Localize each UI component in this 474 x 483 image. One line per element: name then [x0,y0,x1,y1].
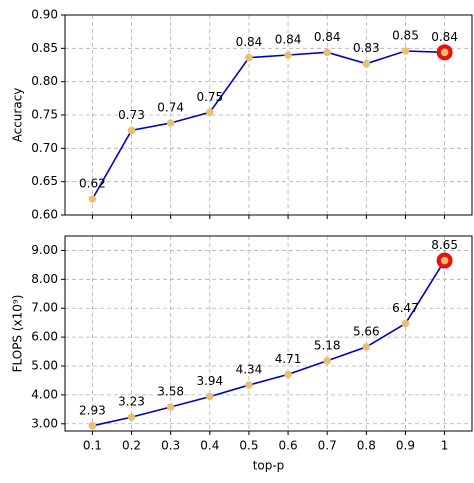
y-axis-label: FLOPS (x10⁹) [11,295,25,373]
x-tick-label: 0.5 [239,439,258,453]
value-label: 0.75 [196,90,223,104]
y-tick-label: 5.00 [31,359,58,373]
point [401,47,410,55]
value-label: 0.84 [431,30,458,44]
value-label: 3.94 [196,374,223,388]
value-label: 0.84 [314,30,341,44]
y-tick-label: 7.00 [31,301,58,315]
y-tick-label: 0.70 [31,141,58,155]
y-tick-label: 3.00 [31,416,58,430]
point [284,370,292,379]
point [88,195,97,203]
value-label: 0.62 [79,177,106,191]
value-label: 5.66 [353,324,380,338]
y-tick-label: 8.00 [31,272,58,286]
y-tick-label: 4.00 [31,387,58,401]
x-tick-label: 0.3 [161,439,180,453]
x-tick-label: 0.4 [200,439,219,453]
value-label: 6.47 [392,301,419,315]
series-line [92,260,446,427]
x-tick-label: 0.2 [122,439,141,453]
point [245,53,253,62]
point [323,48,332,57]
value-label: 8.65 [431,238,458,252]
y-tick-label: 0.65 [31,174,58,188]
value-label: 3.58 [157,385,184,399]
value-label: 0.74 [157,101,184,115]
value-label: 0.84 [275,33,302,47]
y-tick-label: 0.60 [31,208,58,222]
x-tick-label: 0.7 [318,439,337,453]
value-label: 5.18 [314,338,341,352]
plot-frame [64,14,473,216]
point [401,319,410,328]
point [245,381,253,389]
point [166,119,175,127]
y-tick-label: 0.90 [31,8,58,22]
y-tick-label: 6.00 [31,330,58,344]
point [205,108,214,117]
value-label: 2.93 [79,403,106,417]
point [440,48,449,57]
value-label: 0.83 [353,41,380,55]
plot-frame [64,235,473,432]
point [362,59,371,68]
x-axis-label: top-p [253,459,285,473]
point [127,126,136,135]
value-label: 3.23 [118,395,145,409]
x-tick-label: 1 [441,439,449,453]
value-label: 0.84 [236,35,263,49]
x-tick-label: 0.9 [396,439,415,453]
point [440,256,449,265]
point [127,413,136,421]
value-label: 0.73 [118,108,145,122]
y-tick-label: 0.80 [31,74,58,88]
value-label: 4.34 [236,363,263,377]
point [88,422,97,430]
x-tick-label: 0.1 [83,439,102,453]
point [166,403,175,411]
series-line [91,50,445,200]
point [205,392,214,401]
point [362,343,371,351]
value-label: 4.71 [275,352,302,366]
value-label: 0.85 [392,29,419,43]
x-tick-label: 0.8 [357,439,376,453]
point [323,357,332,365]
x-tick-label: 0.6 [279,439,298,453]
y-tick-label: 9.00 [31,243,58,257]
y-tick-label: 0.85 [31,41,58,55]
y-tick-label: 0.75 [31,108,58,122]
y-axis-label: Accuracy [11,88,25,143]
point [284,51,292,59]
